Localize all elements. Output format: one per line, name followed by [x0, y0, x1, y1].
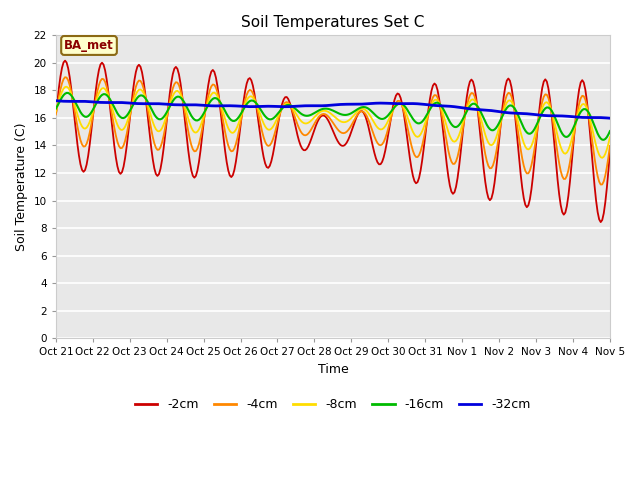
Text: BA_met: BA_met: [64, 39, 114, 52]
X-axis label: Time: Time: [317, 363, 348, 376]
Legend: -2cm, -4cm, -8cm, -16cm, -32cm: -2cm, -4cm, -8cm, -16cm, -32cm: [130, 393, 536, 416]
Y-axis label: Soil Temperature (C): Soil Temperature (C): [15, 122, 28, 251]
Title: Soil Temperatures Set C: Soil Temperatures Set C: [241, 15, 424, 30]
